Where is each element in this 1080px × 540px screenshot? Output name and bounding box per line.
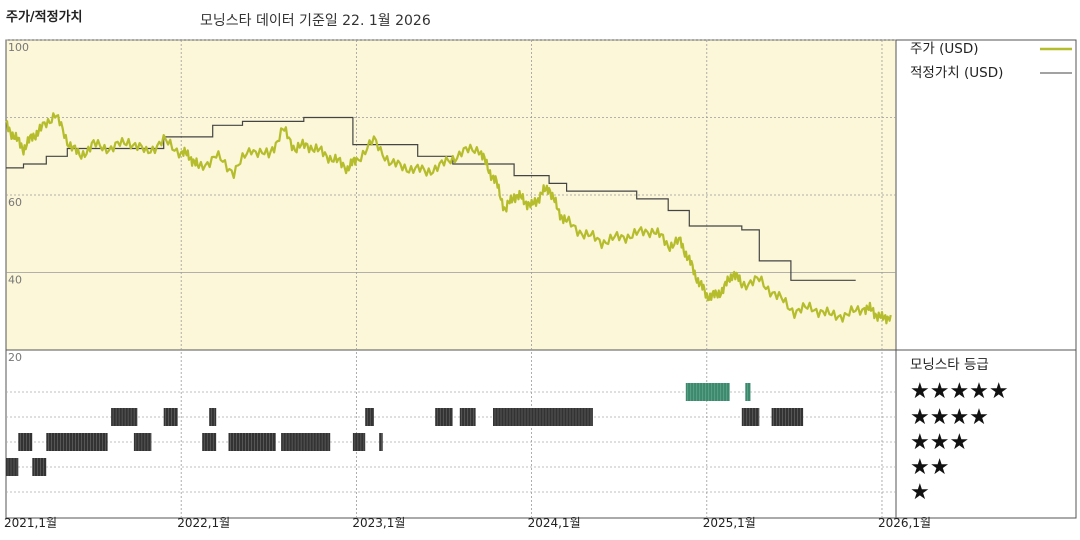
price-line [5,112,892,325]
fair-value-line [6,116,856,281]
rating-bar-segment [771,408,804,426]
x-tick-label: 2025,1월 [703,516,756,530]
y-tick-label: 100 [8,41,29,54]
rating-bar-segment [18,433,33,451]
rating-bar-segment [209,408,217,426]
rating-bar-segment [46,433,108,451]
legend-fair-label: 적정가치 (USD) [910,65,1003,81]
rating-bar-segment [133,433,152,451]
rating-bar-segment [435,408,453,426]
rating-bar-segment [685,383,730,401]
x-tick-label: 2024,1월 [528,516,581,530]
legend-price-label: 주가 (USD) [910,41,979,57]
rating-bars [6,383,804,476]
rating-bar-segment [365,408,374,426]
rating-bar-segment [202,433,217,451]
chart-heading: 주가/적정가치 [6,10,83,25]
x-tick-label: 2021,1월 [4,516,57,530]
rating-bar-segment [32,458,47,476]
rating-bar-segment [228,433,276,451]
chart-frame [5,39,1077,519]
three-star-label: ★★★ [910,430,969,455]
y-tick-label: 60 [8,196,22,209]
chart-subtitle: 모닝스타 데이터 기준일 22. 1월 2026 [200,13,431,29]
rating-bar-segment [379,433,383,451]
y-tick-label: 40 [8,274,22,287]
five-star-label: ★★★★★ [910,379,1009,404]
rating-bar-segment [493,408,593,426]
fair-value-series [6,116,856,281]
rating-bar-segment [745,383,751,401]
legend-rating-label: 모닝스타 등급 [910,357,989,373]
price-series [5,112,892,325]
rating-bar-segment [459,408,476,426]
rating-bar-segment [741,408,760,426]
x-tick-label: 2022,1월 [177,516,230,530]
rating-bar-segment [352,433,366,451]
y-tick-label: 20 [8,351,22,364]
x-tick-label: 2026,1월 [878,516,931,530]
four-star-label: ★★★★ [910,405,989,430]
x-tick-label: 2023,1월 [352,516,405,530]
rating-bar-segment [6,458,19,476]
one-star-label: ★ [910,480,930,505]
rating-bar-segment [281,433,331,451]
two-star-label: ★★ [910,455,949,480]
rating-bar-segment [163,408,178,426]
rating-bar-segment [111,408,138,426]
